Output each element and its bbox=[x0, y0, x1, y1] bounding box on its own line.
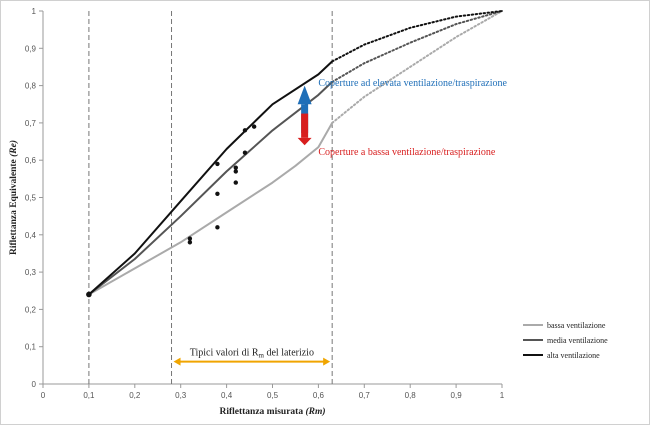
reference-lines bbox=[88, 11, 333, 384]
y-axis-label-main: Riflettanza Equivalente bbox=[9, 157, 19, 255]
data-point bbox=[187, 240, 193, 245]
legend-label: alta ventilazione bbox=[547, 351, 600, 360]
x-tick-label: 0,6 bbox=[313, 391, 325, 400]
range-label: Tipici valori di Rm del laterizio bbox=[190, 348, 314, 360]
x-tick-label: 0,1 bbox=[83, 391, 95, 400]
y-tick-label: 0,7 bbox=[25, 119, 37, 128]
data-point bbox=[215, 225, 220, 230]
y-tick-label: 0,4 bbox=[25, 231, 37, 240]
y-axis-label-symbol: (Re) bbox=[8, 140, 19, 157]
legend-label: bassa ventilazione bbox=[547, 321, 606, 330]
range-arrow-head-left bbox=[173, 357, 181, 366]
annotation-high: Coperture ad elevata ventilazione/traspi… bbox=[318, 78, 507, 89]
series-group bbox=[88, 10, 503, 296]
x-tick-label: 0,9 bbox=[451, 391, 463, 400]
up-arrow-head bbox=[297, 85, 312, 105]
data-point bbox=[233, 165, 238, 170]
x-tick-label: 0,4 bbox=[221, 391, 233, 400]
data-point bbox=[215, 191, 220, 196]
x-tick-label: 0,8 bbox=[405, 391, 417, 400]
range-label-suffix: del laterizio bbox=[264, 348, 314, 359]
y-tick-label: 0,5 bbox=[25, 194, 37, 203]
x-axis-label: Riflettanza misurata (Rm) bbox=[219, 406, 325, 417]
data-point bbox=[86, 291, 92, 298]
data-point bbox=[187, 236, 193, 241]
annotation-low: Coperture a bassa ventilazione/traspiraz… bbox=[318, 147, 495, 158]
x-tick-label: 0,2 bbox=[129, 391, 141, 400]
series-extrapolation bbox=[331, 10, 503, 83]
series-line bbox=[88, 81, 333, 296]
data-points bbox=[86, 124, 257, 298]
y-axis-label: Riflettanza Equivalente (Re) bbox=[8, 140, 19, 255]
legend-label: media ventilazione bbox=[547, 336, 608, 345]
y-tick-label: 0,9 bbox=[25, 44, 37, 53]
series-line bbox=[88, 60, 333, 296]
y-tick-label: 0,8 bbox=[25, 82, 37, 91]
x-tick-label: 0,7 bbox=[359, 391, 371, 400]
data-point bbox=[242, 128, 248, 133]
axes: 0 0,1 0,2 0,3 0,4 0,5 0,6 0,7 0,8 0,9 1 0 0,1 0,2 0,3 0… bbox=[25, 7, 505, 400]
y-tick-label: 0,3 bbox=[25, 268, 37, 277]
series-line bbox=[88, 122, 334, 296]
range-arrow-head-right bbox=[323, 357, 331, 366]
series-extrapolation bbox=[331, 10, 503, 124]
data-point bbox=[251, 124, 257, 129]
annotations: Coperture ad elevata ventilazione/traspi… bbox=[173, 78, 507, 366]
x-tick-label: 0,3 bbox=[175, 391, 187, 400]
down-arrow-shaft bbox=[301, 113, 309, 138]
x-tick-label: 1 bbox=[500, 391, 505, 400]
x-tick-label: 0 bbox=[41, 391, 46, 400]
range-label-sub: m bbox=[259, 352, 265, 360]
x-axis-label-main: Riflettanza misurata bbox=[219, 407, 305, 417]
y-tick-label: 0,6 bbox=[25, 156, 37, 165]
axis-labels: Riflettanza misurata (Rm) Riflettanza Equ… bbox=[8, 140, 326, 417]
data-point bbox=[233, 180, 238, 185]
y-tick-label: 0,2 bbox=[25, 305, 37, 314]
legend: bassa ventilazione media ventilazione alta… bbox=[523, 321, 608, 360]
x-tick-label: 0,5 bbox=[267, 391, 279, 400]
range-label-prefix: Tipici valori di R bbox=[190, 348, 259, 359]
data-point bbox=[233, 169, 238, 174]
y-tick-label: 0 bbox=[32, 380, 37, 389]
data-point bbox=[215, 161, 220, 167]
down-arrow-head bbox=[297, 137, 312, 146]
data-point bbox=[242, 150, 248, 155]
y-tick-label: 0,1 bbox=[25, 343, 37, 352]
y-tick-label: 1 bbox=[32, 7, 37, 16]
series-extrapolation bbox=[331, 10, 503, 63]
x-axis-label-symbol: (Rm) bbox=[305, 406, 325, 417]
